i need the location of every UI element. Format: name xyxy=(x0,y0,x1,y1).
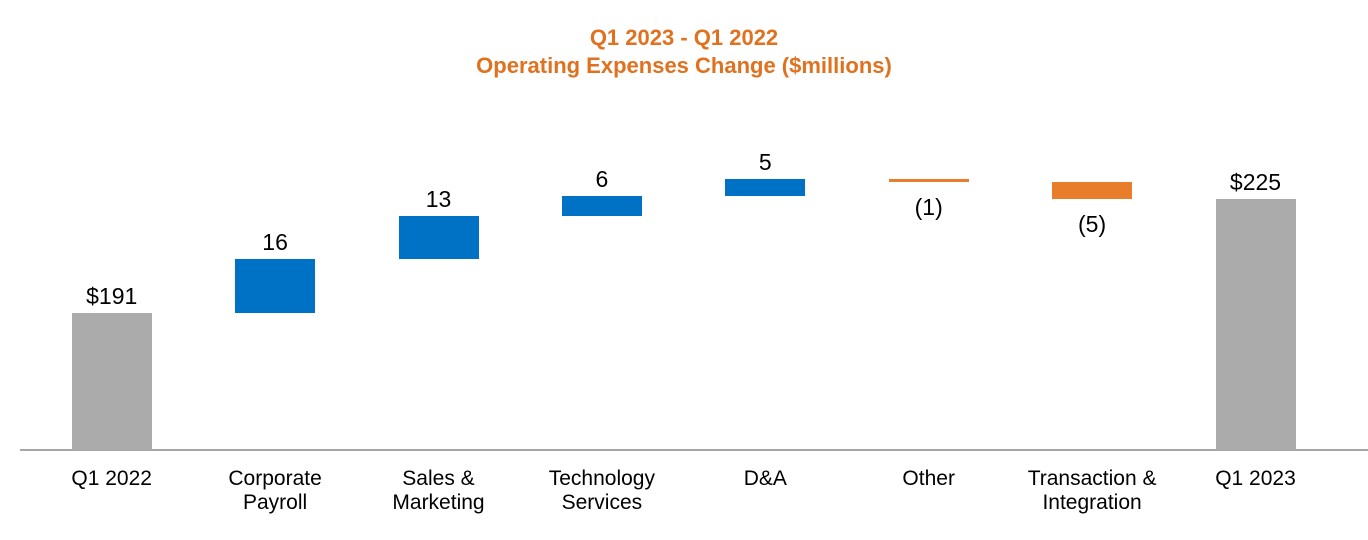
bar-q1-2023 xyxy=(1215,199,1296,450)
axis-label-transaction-integration: Transaction & Integration xyxy=(1027,467,1157,514)
axis-label-q1-2023: Q1 2023 xyxy=(1215,467,1296,490)
bar-d-and-a xyxy=(725,178,806,196)
axis-label-sales-marketing: Sales & Marketing xyxy=(392,467,485,514)
chart-title-line1: Q1 2023 - Q1 2022 xyxy=(589,25,779,50)
axis-label-q1-2022: Q1 2022 xyxy=(71,467,152,490)
value-label-q1-2022: $191 xyxy=(86,282,138,309)
axis-label-corporate-payroll: Corporate Payroll xyxy=(228,467,322,514)
chart-title-line2: Operating Expenses Change ($millions) xyxy=(476,53,892,78)
bar-sales-marketing xyxy=(398,215,479,260)
value-label-d-and-a: 5 xyxy=(758,148,772,175)
value-label-corporate-payroll: 16 xyxy=(262,229,288,256)
chart-title: Q1 2023 - Q1 2022 Operating Expenses Cha… xyxy=(0,24,1368,80)
axis-label-technology-services: Technology Services xyxy=(548,467,655,514)
value-label-technology-services: 6 xyxy=(595,165,609,192)
value-label-other: (1) xyxy=(914,194,943,221)
bar-corporate-payroll xyxy=(235,259,316,313)
bar-technology-services xyxy=(561,195,642,216)
bar-q1-2022 xyxy=(71,312,152,450)
axis-label-other: Other xyxy=(902,467,955,490)
axis-label-d-and-a: D&A xyxy=(743,467,787,490)
value-label-q1-2023: $225 xyxy=(1229,169,1282,195)
value-label-transaction-integration: (5) xyxy=(1078,211,1107,237)
bar-other xyxy=(888,178,969,183)
value-label-sales-marketing: 13 xyxy=(425,185,452,212)
bar-transaction-integration xyxy=(1052,182,1133,199)
x-axis-line xyxy=(20,449,1368,451)
